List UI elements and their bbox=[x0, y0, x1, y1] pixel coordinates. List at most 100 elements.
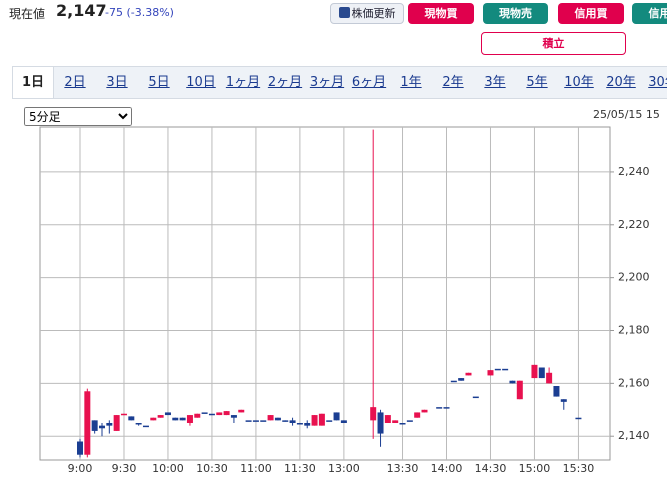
candle-body bbox=[113, 415, 120, 431]
period-tab[interactable]: 2ヶ月 bbox=[267, 75, 303, 90]
candle-body bbox=[465, 372, 472, 376]
period-tab[interactable]: 5日 bbox=[148, 75, 170, 90]
candle-body bbox=[553, 386, 560, 397]
period-tab[interactable]: 6ヶ月 bbox=[351, 75, 387, 90]
candle-body bbox=[546, 372, 553, 384]
candle-body bbox=[509, 380, 516, 384]
candle-body bbox=[120, 413, 127, 416]
period-tab[interactable]: 2年 bbox=[442, 75, 464, 90]
x-tick-label: 10:00 bbox=[152, 462, 184, 475]
plot-frame bbox=[39, 126, 611, 461]
period-tab[interactable]: 1ヶ月 bbox=[225, 75, 261, 90]
candle-body bbox=[333, 412, 340, 421]
y-tick-label: 2,240 bbox=[618, 165, 650, 178]
candle-body bbox=[84, 391, 91, 455]
candle-body bbox=[296, 423, 303, 425]
candle-body bbox=[421, 409, 428, 413]
candle-body bbox=[326, 420, 333, 422]
price-change: -75 (-3.38%) bbox=[105, 6, 174, 19]
candle-body bbox=[304, 423, 311, 426]
candle-body bbox=[252, 420, 259, 422]
candle-body bbox=[194, 413, 201, 418]
candle-body bbox=[311, 415, 318, 426]
period-tab[interactable]: 3年 bbox=[484, 75, 506, 90]
candle-body bbox=[436, 407, 443, 409]
candle-body bbox=[245, 420, 252, 422]
accumulate-button[interactable]: 積立 bbox=[481, 32, 626, 55]
margin-buy-button[interactable]: 信用買 bbox=[558, 3, 624, 24]
period-tabs: 1日 2日 3日 5日 10日 1ヶ月 2ヶ月 3ヶ月 6ヶ月 1年 2年 3年 5年 10年 20年 30年 bbox=[12, 66, 667, 99]
candle-body bbox=[216, 412, 223, 416]
period-tab[interactable]: 30年 bbox=[648, 75, 667, 90]
candle-body bbox=[414, 412, 421, 418]
refresh-label: 株価更新 bbox=[351, 7, 396, 20]
x-tick-label: 13:30 bbox=[387, 462, 419, 475]
candle-body bbox=[392, 420, 399, 423]
y-tick-label: 2,220 bbox=[618, 218, 650, 231]
period-tab[interactable]: 3日 bbox=[106, 75, 128, 90]
cash-buy-button[interactable]: 現物買 bbox=[408, 3, 474, 24]
refresh-button[interactable]: 株価更新 bbox=[330, 3, 404, 24]
candle-body bbox=[267, 415, 274, 421]
candle-body bbox=[282, 420, 289, 422]
period-tab[interactable]: 2日 bbox=[64, 75, 86, 90]
candle-body bbox=[150, 417, 157, 421]
candle-body bbox=[157, 415, 164, 418]
cash-sell-button[interactable]: 現物売 bbox=[483, 3, 548, 24]
candle-body bbox=[201, 412, 208, 414]
x-tick-label: 15:00 bbox=[519, 462, 551, 475]
candle-body bbox=[377, 412, 384, 434]
period-tab[interactable]: 10日 bbox=[186, 75, 216, 90]
interval-select[interactable]: 5分足 bbox=[24, 107, 132, 126]
candle-body bbox=[223, 411, 230, 416]
candle-body bbox=[128, 416, 135, 421]
candle-body bbox=[516, 380, 523, 400]
refresh-icon bbox=[338, 7, 350, 18]
x-tick-label: 9:00 bbox=[68, 462, 93, 475]
candle-body bbox=[406, 420, 413, 422]
price-label: 現在値 bbox=[9, 7, 46, 21]
candle-body bbox=[274, 417, 281, 421]
candle-body bbox=[172, 417, 179, 421]
candle-body bbox=[91, 420, 98, 431]
candle-body bbox=[142, 425, 149, 428]
candle-body bbox=[98, 425, 105, 429]
x-tick-label: 14:30 bbox=[475, 462, 507, 475]
period-tab[interactable]: 5年 bbox=[526, 75, 548, 90]
candle-body bbox=[106, 423, 113, 426]
candle-body bbox=[77, 441, 83, 455]
x-tick-label: 13:00 bbox=[328, 462, 360, 475]
margin-sell-button[interactable]: 信用売 bbox=[632, 3, 667, 24]
chart-date: 25/05/15 15 bbox=[593, 108, 660, 121]
period-tab[interactable]: 1年 bbox=[400, 75, 422, 90]
period-tab[interactable]: 3ヶ月 bbox=[309, 75, 345, 90]
candle-body bbox=[164, 412, 171, 416]
candle-body bbox=[208, 413, 215, 416]
y-tick-label: 2,160 bbox=[618, 376, 650, 389]
candle-body bbox=[384, 415, 391, 423]
x-tick-label: 15:30 bbox=[563, 462, 595, 475]
candle-body bbox=[472, 396, 479, 399]
candle-body bbox=[135, 423, 142, 425]
x-tick-label: 11:00 bbox=[240, 462, 272, 475]
candle-body bbox=[238, 409, 245, 413]
period-tab[interactable]: 1日 bbox=[12, 67, 54, 98]
candle-body bbox=[538, 367, 545, 379]
candle-body bbox=[399, 423, 406, 425]
period-tab[interactable]: 20年 bbox=[606, 75, 636, 90]
candle-body bbox=[531, 364, 538, 379]
x-tick-label: 10:30 bbox=[196, 462, 228, 475]
y-tick-label: 2,200 bbox=[618, 271, 650, 284]
candle-body bbox=[458, 378, 465, 381]
candle-body bbox=[260, 420, 267, 422]
x-tick-label: 11:30 bbox=[284, 462, 316, 475]
period-tab[interactable]: 10年 bbox=[564, 75, 594, 90]
y-tick-label: 2,140 bbox=[618, 429, 650, 442]
candle-body bbox=[575, 417, 582, 420]
candle-body bbox=[494, 368, 501, 371]
candle-body bbox=[443, 407, 450, 409]
candle-body bbox=[340, 420, 347, 423]
candle-body bbox=[370, 407, 377, 421]
